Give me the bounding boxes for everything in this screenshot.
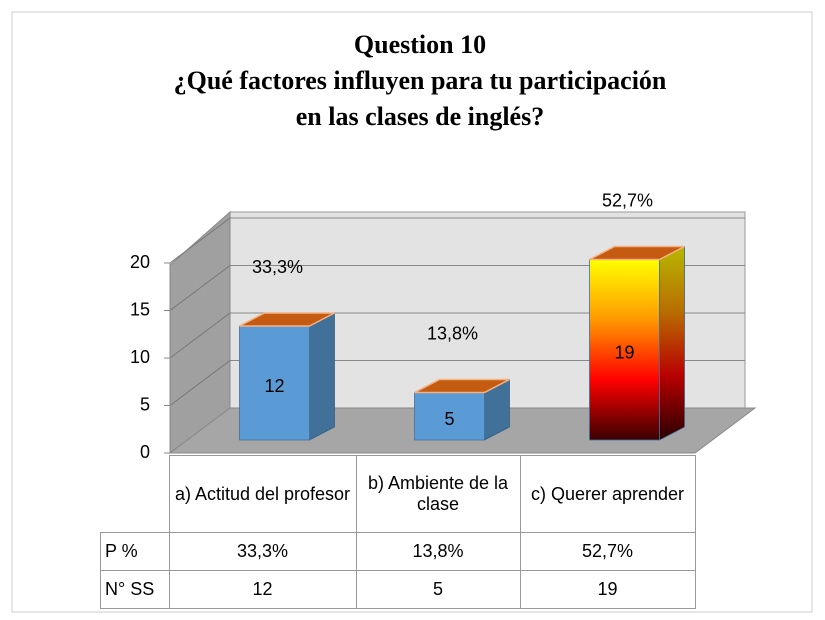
bar [414,392,485,441]
chart-title: Question 10 [354,30,486,59]
bar [589,259,660,441]
bar-top [239,312,335,327]
bar-side-shade [309,313,335,440]
data-label: 5 [444,409,454,429]
table-cell: 52,7% [519,532,696,571]
table-category: b) Ambiente de la clase [355,455,521,533]
bar-top [589,245,685,261]
grid-line [169,312,231,359]
y-tick-label: 5 [140,394,150,414]
grid-line [169,360,231,406]
table-cell: 12 [168,570,357,609]
table-cell: 5 [355,570,521,609]
y-tick-label: 0 [140,442,150,462]
bar [239,325,310,441]
table-cell: 33,3% [168,532,357,571]
grid-line [169,217,231,264]
bar-side-shade [659,246,685,440]
table-category: c) Querer aprender [519,455,696,533]
percent-label: 13,8% [427,323,478,343]
row-header: N° SS [100,570,170,609]
table-cell: 13,8% [355,532,521,571]
percent-label: 33,3% [252,257,303,277]
bar-side-shade [484,379,510,440]
table-cell: 19 [519,570,696,609]
chart-title: en las clases de inglés? [296,102,544,131]
row-header: P % [100,532,170,571]
y-tick-label: 10 [130,347,150,367]
bar-top [414,378,510,394]
chart-frame [11,11,813,613]
y-tick-label: 15 [130,299,150,319]
blank-cell [101,456,170,533]
table-category: a) Actitud del profesor [168,455,357,533]
data-table: a) Actitud del profesor b) Ambiente de l… [100,455,696,609]
chart-title: ¿Qué factores influyen para tu participa… [174,66,667,95]
data-label: 19 [614,343,634,363]
percent-label: 52,7% [602,190,653,210]
grid-line [169,265,231,311]
y-tick-label: 20 [130,252,150,272]
data-label: 12 [264,376,284,396]
